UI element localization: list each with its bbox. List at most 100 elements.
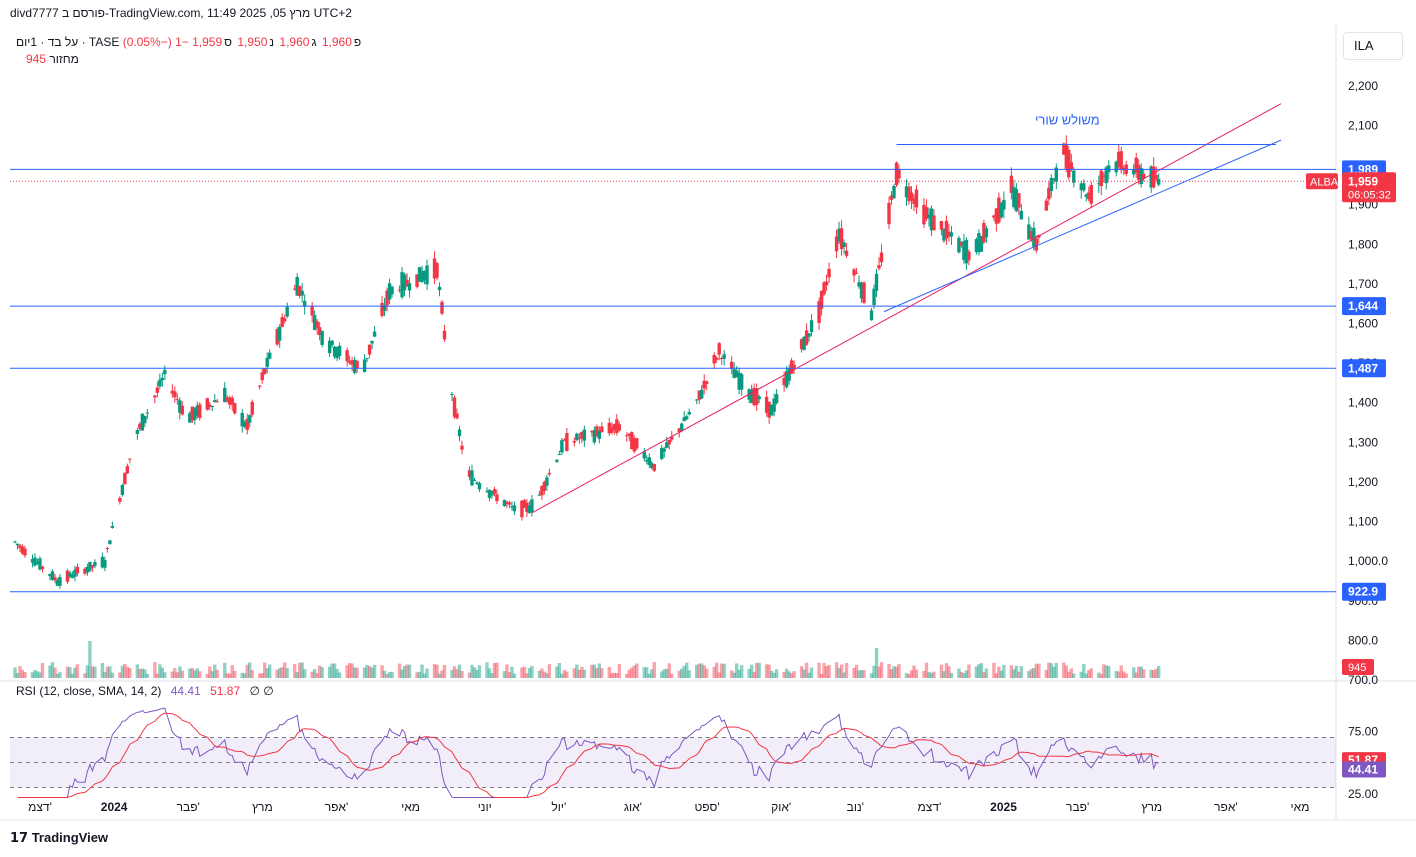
volume-bar <box>1064 665 1069 678</box>
candle-body <box>792 364 796 368</box>
volume-bar <box>729 670 734 678</box>
candle-body <box>510 506 514 508</box>
price-axis[interactable]: 2,2002,1002,0001,9001,8001,7001,6001,500… <box>1306 79 1396 801</box>
candle-body <box>53 577 57 581</box>
volume-bar <box>662 669 666 678</box>
pattern-annotation: משולש שורי <box>1035 112 1100 127</box>
volume-bar <box>992 662 996 678</box>
candle-body <box>233 403 237 414</box>
candle-body <box>527 505 532 514</box>
volume-bar <box>667 663 671 678</box>
volume-bar <box>1122 671 1126 678</box>
volume-bar <box>1087 670 1091 678</box>
volume-bar <box>53 667 57 678</box>
time-tick-label: 2025 <box>990 800 1017 814</box>
volume-bar <box>215 669 219 678</box>
candle-body <box>103 559 107 568</box>
candle-body <box>1049 177 1054 192</box>
candle-body <box>15 543 20 546</box>
volume-bar <box>994 673 999 678</box>
volume-bar <box>1029 668 1034 678</box>
volume-bar <box>175 672 180 678</box>
level-price-label: 1,644 <box>1348 299 1378 313</box>
tradingview-logo[interactable]: 𝟭𝟳 TradingView <box>10 830 108 846</box>
volume-bar <box>844 663 849 678</box>
candle-body <box>160 377 165 381</box>
candle-body <box>874 273 879 291</box>
volume-value: 945 <box>26 52 47 66</box>
volume-bar <box>1072 673 1076 678</box>
volume-bar <box>250 670 254 678</box>
candle-body <box>565 433 569 452</box>
candle-body <box>1154 174 1158 180</box>
volume-bar <box>347 663 352 678</box>
candle-body <box>922 204 926 225</box>
volume-bar <box>345 665 349 678</box>
volume-bar <box>939 664 944 678</box>
time-axis[interactable]: דצמ' 2024 פבר' מרץ אפר' מאי יוני יול' אוג' ספט' או… <box>28 800 1309 814</box>
volume-bar <box>158 664 162 678</box>
candle-body <box>372 331 377 337</box>
candle-body <box>894 162 899 186</box>
candle-body <box>615 419 619 433</box>
time-tick-label: נוב' <box>847 800 864 814</box>
volume-bar <box>869 673 874 678</box>
candle-body <box>557 454 562 456</box>
candle-body <box>824 281 829 286</box>
candle-body <box>719 358 724 360</box>
volume-bar <box>40 662 45 678</box>
volume-bar <box>312 669 317 678</box>
volume-bar <box>1054 662 1059 678</box>
time-tick-label: דצמ' <box>28 800 52 814</box>
candle-body <box>205 398 209 410</box>
volume-bar <box>520 667 524 678</box>
volume-bar <box>697 663 701 678</box>
volume-bar <box>50 662 55 678</box>
volume-bar <box>842 672 846 678</box>
volume-bar <box>123 663 127 678</box>
volume-bar <box>577 669 582 678</box>
volume-bar <box>562 669 567 678</box>
time-tick-label: אפר' <box>325 800 349 814</box>
volume-bar <box>450 669 454 678</box>
volume-bar <box>58 672 62 678</box>
candle-body <box>677 428 681 432</box>
trendline-red <box>531 103 1282 514</box>
candle-body <box>774 394 779 404</box>
volume-bar <box>280 667 284 678</box>
volume-bar <box>110 672 115 678</box>
candle-body <box>547 473 552 475</box>
volume-bar <box>1012 669 1016 678</box>
candle-body <box>195 405 199 416</box>
candle-body <box>909 192 914 201</box>
volume-bar <box>362 667 367 678</box>
volume-bar <box>208 666 212 678</box>
volume-bar <box>105 666 110 678</box>
volume-bar <box>1047 662 1051 678</box>
candle-body <box>612 424 617 430</box>
candle-body <box>949 232 954 237</box>
volume-bar <box>819 673 824 678</box>
candle-body <box>402 274 407 291</box>
volume-bar <box>974 666 979 678</box>
volume-bar <box>734 663 739 678</box>
candle-body <box>537 494 542 496</box>
volume-bar <box>547 664 552 678</box>
currency-button[interactable]: ILA <box>1343 32 1403 60</box>
volume-bar <box>487 668 492 678</box>
volume-bar <box>719 663 724 678</box>
candle-body <box>390 286 394 295</box>
candle-body <box>1142 173 1146 179</box>
candle-body <box>400 272 404 298</box>
volume-bar <box>507 672 512 678</box>
candle-body <box>315 321 319 328</box>
candle-body <box>55 580 60 586</box>
volume-bar <box>582 669 587 678</box>
volume-bar <box>1034 663 1039 678</box>
volume-bar <box>475 669 479 678</box>
high-label: ג <box>311 35 317 49</box>
price-tick-label: 1,800 <box>1348 237 1378 251</box>
candle-body <box>752 387 756 406</box>
candle-body <box>173 391 177 398</box>
